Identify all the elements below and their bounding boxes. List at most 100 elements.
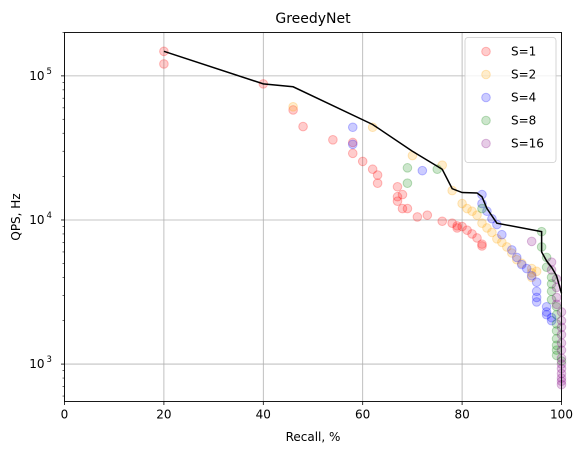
- x-tick-label: 0: [61, 408, 69, 422]
- legend-label: S=1: [511, 45, 536, 59]
- series-S=4: [347, 122, 557, 326]
- y-axis-label: QPS, Hz: [9, 193, 23, 240]
- series-S=8: [402, 163, 567, 366]
- data-point: [551, 301, 562, 312]
- data-point: [482, 223, 492, 233]
- data-point: [328, 135, 338, 145]
- data-point: [422, 210, 433, 220]
- data-point: [397, 189, 408, 200]
- y-tick-base: 10: [29, 213, 44, 227]
- data-point: [526, 268, 537, 278]
- data-point: [541, 307, 552, 317]
- data-point: [298, 121, 308, 132]
- data-point: [546, 272, 557, 283]
- x-tick-label: 40: [256, 408, 271, 422]
- data-point: [551, 345, 562, 355]
- data-point: [487, 213, 497, 224]
- data-point: [457, 221, 467, 232]
- data-point: [497, 237, 507, 248]
- data-point: [402, 163, 413, 173]
- data-point: [452, 221, 462, 231]
- data-point: [551, 299, 562, 310]
- data-point: [497, 229, 507, 240]
- x-tick-label: 20: [156, 408, 171, 422]
- series-S=1: [159, 46, 487, 251]
- data-point: [531, 286, 542, 297]
- data-point: [437, 216, 448, 227]
- data-point: [521, 263, 532, 274]
- data-point: [546, 294, 557, 305]
- data-point: [507, 248, 517, 258]
- data-point: [397, 203, 408, 214]
- legend-marker: [481, 69, 491, 80]
- data-point: [288, 105, 298, 115]
- data-point: [502, 242, 512, 252]
- x-tick-label: 100: [550, 408, 573, 422]
- data-point: [347, 139, 358, 150]
- data-point: [526, 272, 537, 283]
- data-point: [511, 252, 522, 263]
- y-tick-label: 10: [29, 69, 44, 83]
- data-point: [546, 312, 557, 323]
- data-point: [551, 350, 562, 361]
- data-point: [477, 239, 487, 249]
- data-point: [541, 309, 552, 320]
- data-point: [531, 297, 542, 307]
- legend-marker: [481, 115, 491, 126]
- data-point: [551, 333, 562, 344]
- data-point: [531, 277, 542, 288]
- data-point: [487, 227, 497, 238]
- data-point: [347, 122, 358, 133]
- data-point: [507, 245, 517, 255]
- data-point: [392, 196, 403, 207]
- y-tick-exponent: 3: [47, 355, 52, 365]
- data-point: [551, 319, 562, 329]
- data-point: [372, 170, 383, 180]
- data-point: [546, 257, 557, 267]
- frontier: [163, 50, 563, 294]
- x-tick-label: 80: [454, 408, 469, 422]
- data-point: [472, 233, 482, 243]
- data-point: [541, 301, 552, 312]
- data-point: [392, 191, 403, 202]
- data-point: [551, 292, 562, 303]
- data-point: [467, 229, 477, 239]
- data-point: [511, 254, 522, 265]
- data-point: [288, 102, 298, 112]
- y-tick-base: 10: [29, 357, 44, 371]
- data-point: [477, 189, 487, 200]
- series-S=2: [288, 102, 542, 283]
- data-point: [516, 258, 527, 269]
- data-point: [462, 225, 472, 235]
- y-tick-label: 10: [29, 357, 44, 371]
- legend-label: S=4: [511, 91, 536, 105]
- legend-label: S=8: [511, 114, 536, 128]
- data-point: [357, 156, 368, 167]
- y-tick-base: 10: [29, 69, 44, 83]
- data-point: [452, 223, 462, 233]
- data-point: [457, 198, 467, 209]
- data-point: [417, 165, 428, 176]
- legend-marker: [481, 92, 491, 103]
- data-point: [546, 315, 557, 326]
- data-point: [462, 203, 472, 214]
- data-point: [516, 259, 527, 270]
- data-point: [551, 309, 562, 320]
- legend-label: S=16: [511, 137, 544, 151]
- data-point: [447, 218, 457, 228]
- data-point: [347, 137, 358, 148]
- data-point: [526, 263, 537, 274]
- data-point: [531, 292, 542, 303]
- y-tick-exponent: 4: [47, 211, 52, 221]
- x-axis-label: Recall, %: [286, 430, 341, 444]
- legend: S=1 S=2 S=4 S=8 S=16: [464, 37, 557, 163]
- data-point: [159, 59, 169, 69]
- data-point: [477, 241, 487, 251]
- x-axis: 0 20 40 60 80 100: [61, 401, 573, 422]
- data-point: [372, 178, 383, 188]
- x-tick-label: 60: [355, 408, 370, 422]
- data-point: [367, 164, 378, 175]
- data-point: [492, 234, 502, 244]
